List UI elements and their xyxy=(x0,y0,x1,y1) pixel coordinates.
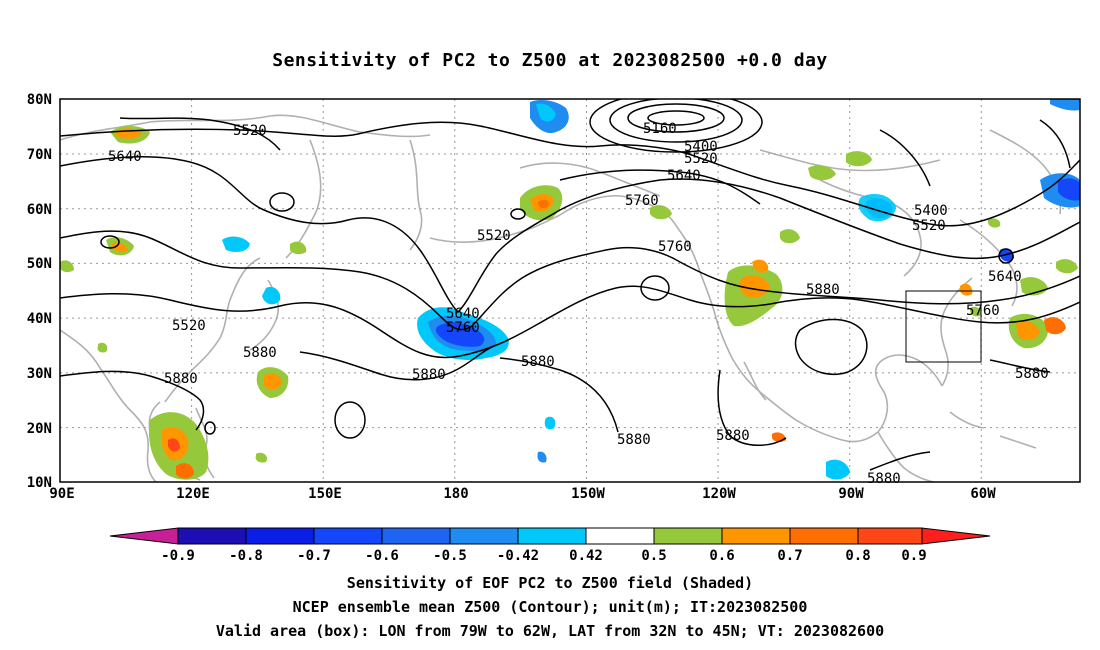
contour-label: 5160 xyxy=(643,121,677,137)
colorbar-swatch xyxy=(517,527,587,545)
negative-patch-ne xyxy=(1050,99,1080,111)
negative-patch-japan xyxy=(262,286,281,305)
contour-label: 5760 xyxy=(966,303,1000,319)
contour-label: 5880 xyxy=(164,371,198,387)
colorbar-swatch xyxy=(789,527,859,545)
positive-patch-east-asia xyxy=(148,412,209,480)
lat-label: 80N xyxy=(27,92,52,108)
colorbar-swatch xyxy=(449,527,519,545)
colorbar xyxy=(109,527,991,545)
contour-label: 5880 xyxy=(716,428,750,444)
positive-patch-west-pacific xyxy=(256,367,289,398)
negative-patch-arctic-2 xyxy=(536,103,556,122)
colorbar-swatch xyxy=(721,527,791,545)
graticule xyxy=(60,99,1080,482)
contour-label: 5640 xyxy=(446,306,480,322)
colorbar-swatch xyxy=(653,527,723,545)
contour-label: 5880 xyxy=(521,354,555,370)
contour-label: 5400 xyxy=(684,139,718,155)
lat-label: 10N xyxy=(27,475,52,491)
colorbar-swatch xyxy=(109,527,179,545)
colorbar-swatch xyxy=(177,527,247,545)
map-title: Sensitivity of PC2 to Z500 at 2023082500… xyxy=(272,50,828,71)
contour-label: 5880 xyxy=(412,367,446,383)
lon-label: 180 xyxy=(443,486,468,502)
colorbar-tick-label: 0.5 xyxy=(641,548,666,564)
negative-patch-east-2 xyxy=(1058,178,1080,201)
positive-patch-na-west xyxy=(724,259,783,327)
colorbar-tick-label: 0.8 xyxy=(845,548,870,564)
negative-patch-canada-2 xyxy=(858,193,896,222)
contour-label: 5520 xyxy=(912,218,946,234)
colorbar-swatch xyxy=(857,527,923,545)
contour-label: 5400 xyxy=(914,203,948,219)
lon-label: 120W xyxy=(702,486,736,502)
colorbar-tick-label: -0.9 xyxy=(161,548,195,564)
colorbar-swatch xyxy=(245,527,315,545)
contour-label-group: 5160 5400 5520 5520 5640 5640 5520 5760 … xyxy=(108,121,1049,487)
footer-caption-valid-area: Valid area (box): LON from 79W to 62W, L… xyxy=(215,622,885,640)
colorbar-tick-label: -0.42 xyxy=(497,548,539,564)
lat-label: 50N xyxy=(27,256,52,272)
contour-label: 5880 xyxy=(617,432,651,448)
lat-label: 40N xyxy=(27,311,52,327)
contour-label: 5520 xyxy=(477,228,511,244)
positive-patch-misc xyxy=(60,151,1001,463)
lat-label: 20N xyxy=(27,421,52,437)
longitude-axis: 90E 120E 150E 180 150W 120W 90W 60W xyxy=(49,486,996,502)
lon-label: 60W xyxy=(970,486,996,502)
lon-label: 150E xyxy=(308,486,342,502)
contour-label: 5880 xyxy=(243,345,277,361)
colorbar-ticks: -0.9 -0.8 -0.7 -0.6 -0.5 -0.42 0.42 0.5 … xyxy=(161,548,927,564)
lat-label: 70N xyxy=(27,147,52,163)
lat-label: 60N xyxy=(27,202,52,218)
positive-patch-aleutian xyxy=(520,185,563,221)
contour-label: 5520 xyxy=(684,151,718,167)
lon-label: 90W xyxy=(838,486,864,502)
negative-patch-pacific xyxy=(417,307,509,360)
latitude-axis: 80N 70N 60N 50N 40N 30N 20N 10N xyxy=(27,92,52,491)
colorbar-swatch xyxy=(313,527,383,545)
footer-caption-shaded: Sensitivity of EOF PC2 to Z500 field (Sh… xyxy=(346,574,754,592)
footer-caption-contour: NCEP ensemble mean Z500 (Contour); unit(… xyxy=(292,598,808,616)
contour-label: 5640 xyxy=(108,149,142,165)
positive-patch-atlantic xyxy=(1008,259,1078,349)
contour-label: 5760 xyxy=(625,193,659,209)
contour-label: 5640 xyxy=(667,168,701,184)
map-frame xyxy=(59,98,1081,483)
negative-patch-hawaii xyxy=(544,416,556,430)
contour-label: 5760 xyxy=(446,320,480,336)
contour-label: 5520 xyxy=(172,318,206,334)
contour-label: 5880 xyxy=(867,471,901,487)
contour-label: 5640 xyxy=(988,269,1022,285)
colorbar-tick-label: -0.7 xyxy=(297,548,331,564)
lat-label: 30N xyxy=(27,366,52,382)
valid-area-box xyxy=(905,290,982,363)
lon-label: 90E xyxy=(49,486,74,502)
colorbar-swatch xyxy=(381,527,451,545)
z500-contours xyxy=(60,99,1080,471)
lon-label: 150W xyxy=(571,486,605,502)
colorbar-swatch xyxy=(921,527,991,545)
contour-label: 5880 xyxy=(1015,366,1049,382)
contour-label: 5760 xyxy=(658,239,692,255)
contour-label: 5520 xyxy=(233,123,267,139)
colorbar-tick-label: -0.5 xyxy=(433,548,467,564)
lon-label: 120E xyxy=(176,486,210,502)
colorbar-tick-label: 0.9 xyxy=(901,548,926,564)
colorbar-tick-label: 0.7 xyxy=(777,548,802,564)
negative-patch-south-2 xyxy=(537,451,547,463)
negative-patch-south xyxy=(826,459,850,480)
colorbar-swatch xyxy=(585,527,655,545)
colorbar-tick-label: -0.8 xyxy=(229,548,263,564)
negative-patch-asia xyxy=(222,236,250,252)
colorbar-tick-label: 0.42 xyxy=(569,548,603,564)
colorbar-tick-label: -0.6 xyxy=(365,548,399,564)
contour-label: 5880 xyxy=(806,282,840,298)
colorbar-tick-label: 0.6 xyxy=(709,548,734,564)
